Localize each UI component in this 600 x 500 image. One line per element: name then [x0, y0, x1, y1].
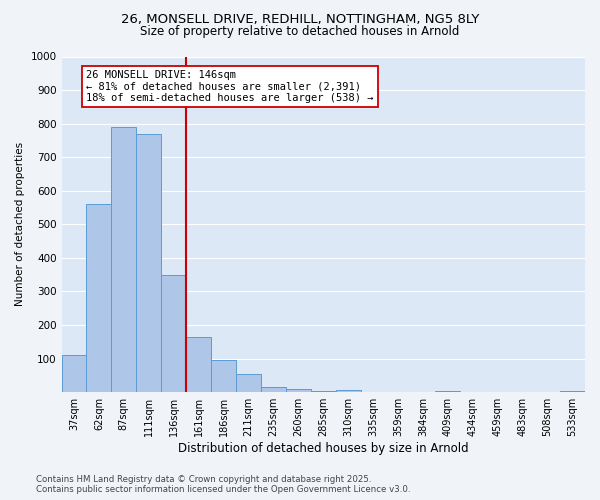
- Bar: [136, 134, 161, 392]
- Bar: [86, 204, 112, 392]
- Bar: [62, 356, 86, 392]
- Text: Size of property relative to detached houses in Arnold: Size of property relative to detached ho…: [140, 25, 460, 38]
- Text: Contains HM Land Registry data © Crown copyright and database right 2025.
Contai: Contains HM Land Registry data © Crown c…: [36, 474, 410, 494]
- Bar: [560, 391, 585, 392]
- Bar: [311, 390, 336, 392]
- Bar: [236, 374, 261, 392]
- Text: 26, MONSELL DRIVE, REDHILL, NOTTINGHAM, NG5 8LY: 26, MONSELL DRIVE, REDHILL, NOTTINGHAM, …: [121, 12, 479, 26]
- Bar: [211, 360, 236, 392]
- Y-axis label: Number of detached properties: Number of detached properties: [15, 142, 25, 306]
- Text: 26 MONSELL DRIVE: 146sqm
← 81% of detached houses are smaller (2,391)
18% of sem: 26 MONSELL DRIVE: 146sqm ← 81% of detach…: [86, 70, 374, 103]
- X-axis label: Distribution of detached houses by size in Arnold: Distribution of detached houses by size …: [178, 442, 469, 455]
- Bar: [112, 127, 136, 392]
- Bar: [186, 337, 211, 392]
- Bar: [261, 387, 286, 392]
- Bar: [161, 274, 186, 392]
- Bar: [336, 390, 361, 392]
- Bar: [286, 389, 311, 392]
- Bar: [436, 391, 460, 392]
